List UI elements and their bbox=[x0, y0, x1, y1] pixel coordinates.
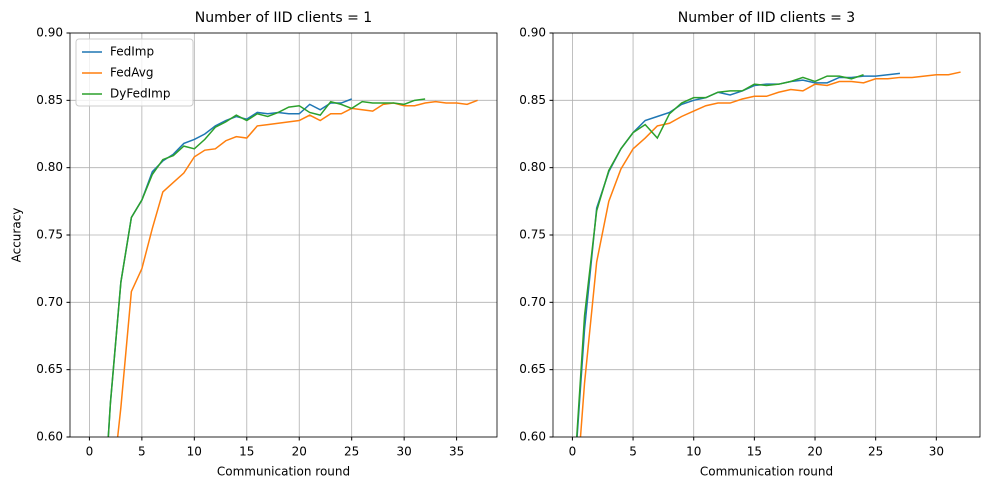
y-tick-label: 0.70 bbox=[36, 295, 63, 309]
legend-box bbox=[75, 38, 194, 107]
legend-label: FedImp bbox=[110, 45, 154, 59]
series-line bbox=[107, 98, 426, 437]
chart-title: Number of IID clients = 1 bbox=[195, 10, 372, 26]
y-tick-label: 0.60 bbox=[519, 430, 546, 444]
series-line bbox=[576, 72, 901, 437]
series-line bbox=[116, 99, 478, 437]
x-axis-label: Communication round bbox=[217, 465, 350, 479]
y-tick-label: 0.85 bbox=[519, 93, 546, 107]
x-tick-label: 20 bbox=[807, 445, 822, 459]
legend-label: FedAvg bbox=[110, 66, 153, 80]
x-tick-label: 0 bbox=[86, 445, 94, 459]
chart-title: Number of IID clients = 3 bbox=[678, 10, 855, 26]
x-tick-label: 30 bbox=[397, 445, 412, 459]
y-tick-label: 0.80 bbox=[519, 160, 546, 174]
y-tick-label: 0.80 bbox=[36, 160, 63, 174]
x-tick-label: 30 bbox=[929, 445, 944, 459]
axes-frame bbox=[69, 32, 498, 438]
series-line bbox=[107, 98, 352, 437]
x-tick-label: 10 bbox=[686, 445, 701, 459]
y-tick-label: 0.75 bbox=[36, 228, 63, 242]
y-tick-label: 0.70 bbox=[519, 295, 546, 309]
y-tick-label: 0.85 bbox=[36, 93, 63, 107]
y-tick-label: 0.90 bbox=[519, 26, 546, 40]
subplot: 0.60 0.65 0.70 0.75 0.80 0.85 0.90 0 5 10 15 20 25 30… bbox=[10, 10, 498, 479]
x-tick-label: 25 bbox=[344, 445, 359, 459]
y-tick-label: 0.65 bbox=[36, 362, 63, 376]
legend-label: DyFedImp bbox=[110, 87, 170, 101]
y-tick-label: 0.75 bbox=[519, 228, 546, 242]
x-tick-label: 10 bbox=[187, 445, 202, 459]
y-tick-label: 0.90 bbox=[36, 26, 63, 40]
x-tick-label: 5 bbox=[138, 445, 146, 459]
x-tick-label: 5 bbox=[629, 445, 637, 459]
y-tick-label: 0.65 bbox=[519, 362, 546, 376]
y-axis-label: Accuracy bbox=[10, 208, 24, 263]
y-tick-label: 0.60 bbox=[36, 430, 63, 444]
x-tick-label: 15 bbox=[747, 445, 762, 459]
series-line bbox=[579, 71, 961, 437]
x-tick-label: 15 bbox=[239, 445, 254, 459]
x-tick-label: 35 bbox=[449, 445, 464, 459]
axes-frame bbox=[552, 32, 981, 438]
x-tick-label: 20 bbox=[292, 445, 307, 459]
x-axis-label: Communication round bbox=[700, 465, 833, 479]
series-line bbox=[575, 74, 864, 437]
subplot: 0.60 0.65 0.70 0.75 0.80 0.85 0.90 0 5 10 15 20 25 30… bbox=[519, 10, 981, 479]
x-tick-label: 0 bbox=[569, 445, 577, 459]
x-tick-label: 25 bbox=[868, 445, 883, 459]
